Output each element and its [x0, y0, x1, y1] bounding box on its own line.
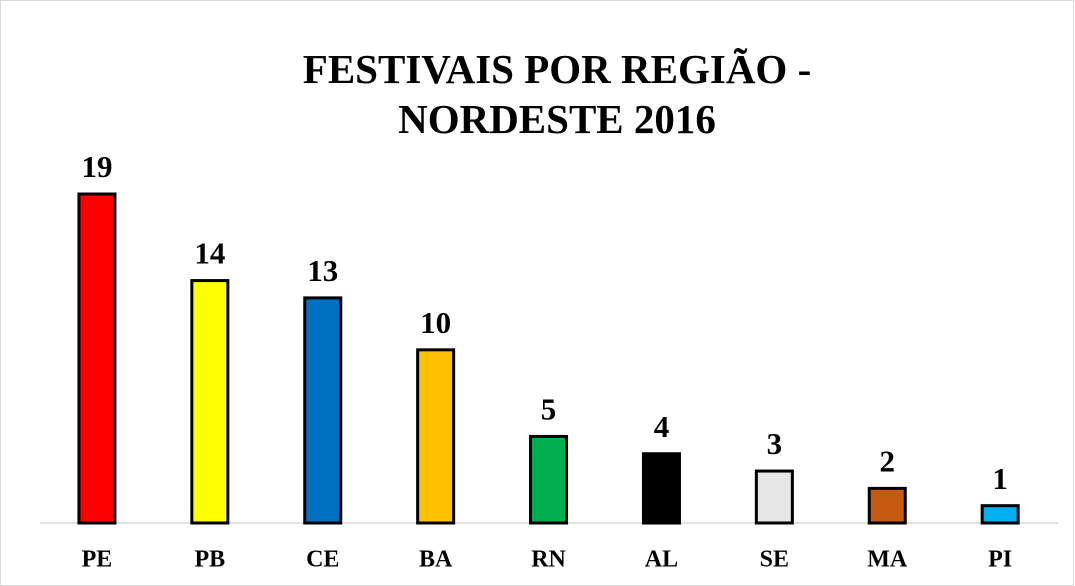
bar: [416, 348, 456, 525]
bar: [190, 279, 230, 525]
x-tick-label: SE: [760, 547, 789, 573]
x-tick-label: PB: [195, 547, 226, 573]
bar: [529, 434, 569, 525]
x-tick-label: PE: [82, 547, 113, 573]
bar: [77, 192, 117, 525]
x-tick-label: MA: [867, 547, 908, 573]
data-label: 10: [420, 305, 451, 340]
data-label: 3: [767, 426, 783, 461]
data-label: 19: [81, 149, 112, 184]
bar: [303, 296, 343, 525]
data-label: 13: [307, 253, 338, 288]
bar: [980, 504, 1020, 525]
x-tick-label: BA: [419, 547, 453, 573]
bar: [867, 486, 907, 525]
data-label: 5: [541, 392, 557, 427]
data-label: 14: [194, 236, 225, 271]
x-tick-label: PI: [988, 547, 1012, 573]
x-tick-label: CE: [306, 547, 339, 573]
chart-title: FESTIVAIS POR REGIÃO - NORDESTE 2016: [302, 46, 812, 142]
bar: [754, 469, 794, 525]
bar: [641, 452, 681, 525]
data-label: 1: [992, 461, 1008, 496]
x-tick-label: RN: [531, 547, 566, 573]
data-label: 4: [654, 409, 670, 444]
data-label: 2: [880, 443, 896, 478]
x-tick-label: AL: [645, 547, 678, 573]
